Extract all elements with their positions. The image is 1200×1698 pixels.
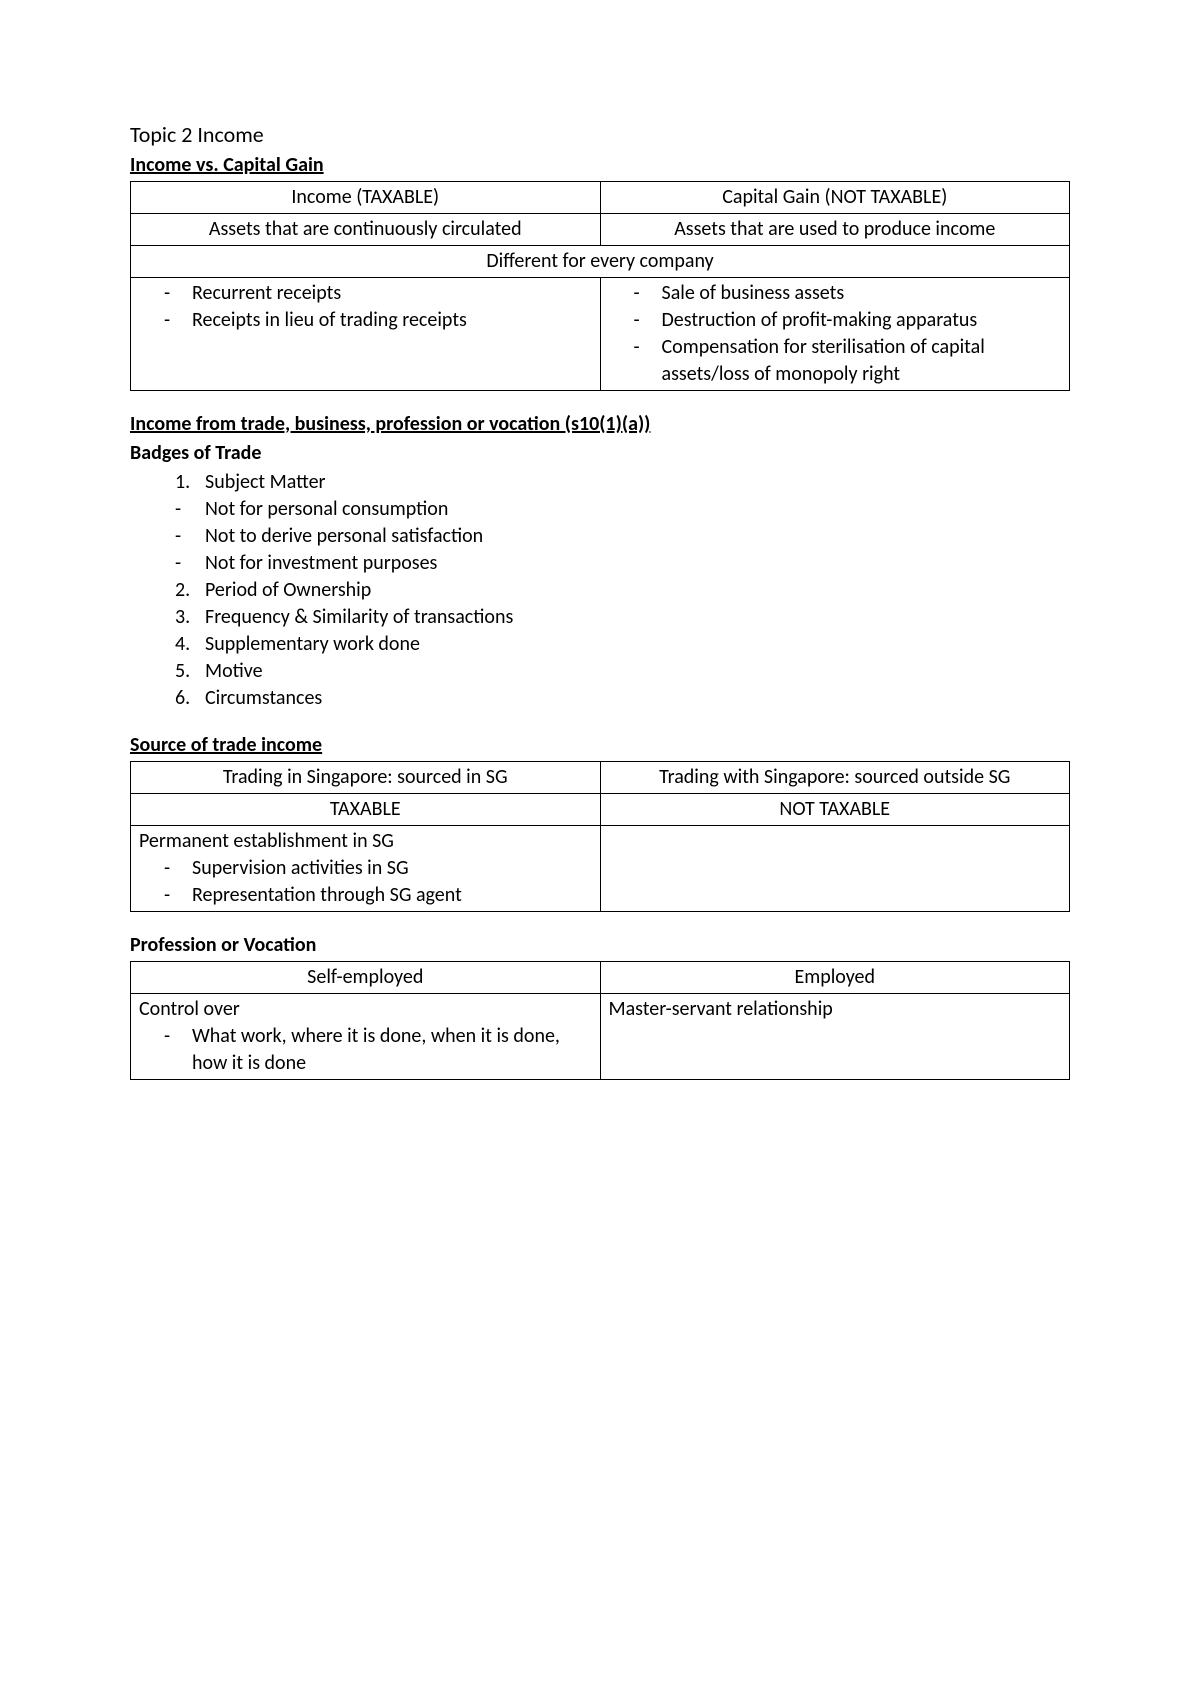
table-cell: [600, 825, 1070, 911]
section-heading-trade-income: Income from trade, business, profession …: [130, 411, 1070, 438]
list-item: 1. Subject Matter: [175, 469, 1070, 496]
item-number: 6.: [175, 685, 190, 712]
list-item: Supervision activities in SG: [164, 855, 592, 882]
table-cell: Permanent establishment in SG Supervisio…: [131, 825, 601, 911]
topic-title: Topic 2 Income: [130, 120, 1070, 150]
cell-text: Permanent establishment in SG: [139, 828, 592, 855]
list-item: Sale of business assets: [634, 280, 1062, 307]
item-number: 5.: [175, 658, 190, 685]
table-cell: Employed: [600, 961, 1070, 993]
table-cell: Assets that are used to produce income: [600, 213, 1070, 245]
bullet-list: Sale of business assets Destruction of p…: [609, 280, 1062, 388]
item-number: 3.: [175, 604, 190, 631]
list-item: What work, where it is done, when it is …: [164, 1023, 592, 1077]
table-cell: Recurrent receipts Receipts in lieu of t…: [131, 277, 601, 390]
item-text: Period of Ownership: [205, 578, 371, 602]
list-item: Receipts in lieu of trading receipts: [164, 307, 592, 334]
table-cell: Assets that are continuously circulated: [131, 213, 601, 245]
list-item: 3. Frequency & Similarity of transactions: [175, 604, 1070, 631]
table-cell: NOT TAXABLE: [600, 793, 1070, 825]
list-item: Not for investment purposes: [175, 550, 1070, 577]
table-cell: TAXABLE: [131, 793, 601, 825]
table-cell: Different for every company: [131, 245, 1070, 277]
item-text: Supplementary work done: [205, 632, 420, 656]
item-text: Circumstances: [205, 686, 322, 710]
list-item: Compensation for sterilisation of capita…: [634, 334, 1062, 388]
table-cell: Trading in Singapore: sourced in SG: [131, 761, 601, 793]
list-item: Recurrent receipts: [164, 280, 592, 307]
income-capital-table: Income (TAXABLE) Capital Gain (NOT TAXAB…: [130, 181, 1070, 391]
bullet-list: Recurrent receipts Receipts in lieu of t…: [139, 280, 592, 334]
list-item: 2. Period of Ownership: [175, 577, 1070, 604]
profession-table: Self-employed Employed Control over What…: [130, 961, 1070, 1080]
section-heading-profession: Profession or Vocation: [130, 932, 1070, 959]
table-cell: Sale of business assets Destruction of p…: [600, 277, 1070, 390]
table-cell: Self-employed: [131, 961, 601, 993]
list-item: 6. Circumstances: [175, 685, 1070, 712]
item-number: 4.: [175, 631, 190, 658]
subheading-badges: Badges of Trade: [130, 440, 1070, 467]
list-item: Not to derive personal satisfaction: [175, 523, 1070, 550]
list-item: Not for personal consumption: [175, 496, 1070, 523]
item-number: 1.: [175, 469, 190, 496]
bullet-list: What work, where it is done, when it is …: [139, 1023, 592, 1077]
item-text: Motive: [205, 659, 263, 683]
list-item: Representation through SG agent: [164, 882, 592, 909]
section-heading-source-trade: Source of trade income: [130, 732, 1070, 759]
source-trade-table: Trading in Singapore: sourced in SG Trad…: [130, 761, 1070, 912]
cell-text: Control over: [139, 996, 592, 1023]
item-number: 2.: [175, 577, 190, 604]
item-text: Subject Matter: [205, 470, 326, 494]
list-item: 4. Supplementary work done: [175, 631, 1070, 658]
section-heading-income-capital: Income vs. Capital Gain: [130, 152, 1070, 179]
list-item: Destruction of profit-making apparatus: [634, 307, 1062, 334]
list-item: 5. Motive: [175, 658, 1070, 685]
table-cell: Master-servant relationship: [600, 993, 1070, 1079]
table-cell: Income (TAXABLE): [131, 181, 601, 213]
table-cell: Capital Gain (NOT TAXABLE): [600, 181, 1070, 213]
bullet-list: Supervision activities in SG Representat…: [139, 855, 592, 909]
table-cell: Control over What work, where it is done…: [131, 993, 601, 1079]
badges-list: 1. Subject Matter Not for personal consum…: [130, 469, 1070, 712]
item-text: Frequency & Similarity of transactions: [205, 605, 513, 629]
table-cell: Trading with Singapore: sourced outside …: [600, 761, 1070, 793]
